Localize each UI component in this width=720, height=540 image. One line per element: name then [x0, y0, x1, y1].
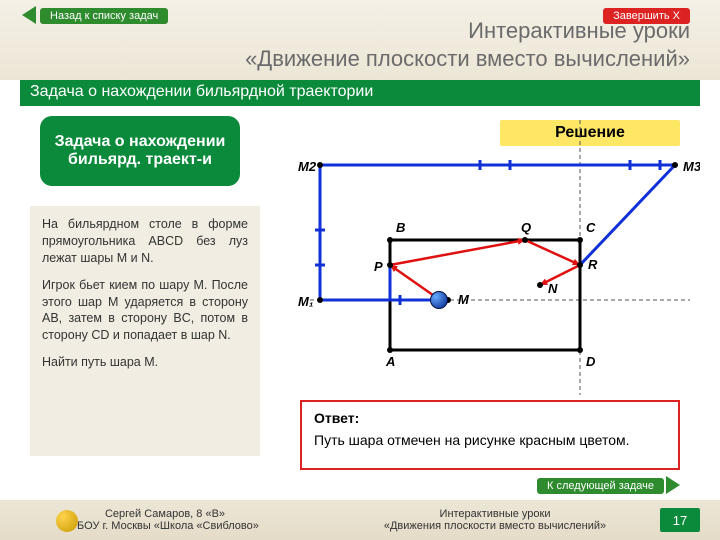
svg-text:B: B — [396, 220, 405, 235]
answer-label: Ответ: — [314, 410, 666, 426]
title-line1: Интерактивные уроки — [0, 18, 690, 44]
problem-p3: Найти путь шара M. — [42, 354, 248, 371]
task-pill: Задача о нахождении бильярд. траект-и — [40, 116, 240, 186]
footer-author-2: ГБОУ г. Москвы «Школа «Свиблово» — [0, 520, 330, 532]
svg-text:P: P — [374, 259, 383, 274]
problem-p1: На бильярдном столе в форме прямоугольни… — [42, 216, 248, 267]
svg-text:D: D — [586, 354, 596, 369]
footer-badge-icon — [56, 510, 78, 532]
svg-text:N: N — [548, 281, 558, 296]
footer-course: Интерактивные уроки «Движения плоскости … — [330, 508, 660, 532]
svg-text:M₁: M₁ — [298, 294, 313, 309]
svg-text:M2: M2 — [298, 159, 317, 174]
svg-text:R: R — [588, 257, 598, 272]
billiard-ball-icon — [430, 291, 448, 309]
slide: Назад к списку задач Завершить X Интерак… — [0, 0, 720, 540]
svg-text:M3: M3 — [683, 159, 700, 174]
answer-box: Ответ: Путь шара отмечен на рисунке крас… — [300, 400, 680, 470]
footer-course-2: «Движения плоскости вместо вычислений» — [330, 520, 660, 532]
svg-text:A: A — [385, 354, 395, 369]
svg-text:Q: Q — [521, 220, 531, 235]
next-button[interactable]: К следующей задаче — [537, 478, 664, 494]
page-number: 17 — [660, 508, 700, 532]
footer-course-1: Интерактивные уроки — [330, 508, 660, 520]
diagram-svg: M2 M3 M₁ B C A D P Q R N M — [280, 120, 700, 400]
subtitle-bar: Задача о нахождении бильярдной траектори… — [20, 80, 700, 106]
svg-text:C: C — [586, 220, 596, 235]
footer-author: Сергей Самаров, 8 «В» ГБОУ г. Москвы «Шк… — [0, 508, 330, 532]
footer: Сергей Самаров, 8 «В» ГБОУ г. Москвы «Шк… — [0, 500, 720, 540]
svg-text:M: M — [458, 292, 470, 307]
answer-text: Путь шара отмечен на рисунке красным цве… — [314, 432, 666, 448]
diagram: M2 M3 M₁ B C A D P Q R N M — [280, 120, 700, 400]
footer-author-1: Сергей Самаров, 8 «В» — [0, 508, 330, 520]
title-line2: «Движение плоскости вместо вычислений» — [0, 46, 690, 72]
next-arrow-icon[interactable] — [666, 476, 680, 494]
problem-p2: Игрок бьет кием по шару M. После этого ш… — [42, 277, 248, 345]
problem-text: На бильярдном столе в форме прямоугольни… — [30, 206, 260, 456]
